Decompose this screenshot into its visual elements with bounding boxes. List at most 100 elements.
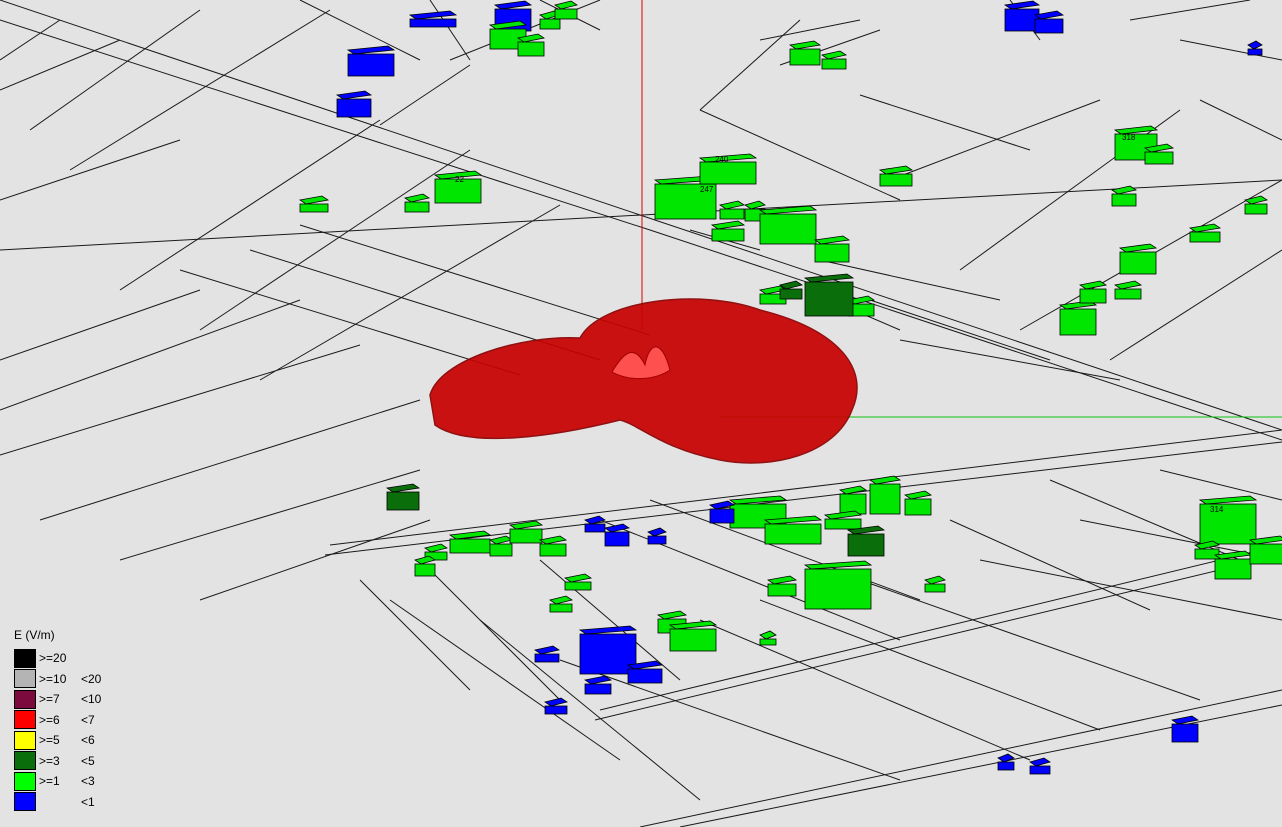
building-roof	[414, 555, 436, 565]
legend-lower-bound: >=3	[39, 753, 60, 768]
building-roof	[1110, 185, 1138, 195]
road-segment	[0, 19, 61, 61]
building-wall	[709, 508, 735, 524]
building	[448, 530, 492, 554]
building-wall	[1189, 231, 1221, 243]
building-roof	[1244, 195, 1268, 205]
building-wall	[534, 653, 560, 663]
building-roof	[1198, 495, 1258, 505]
legend-swatch	[14, 751, 36, 771]
road-segment	[39, 399, 421, 521]
building	[554, 0, 578, 20]
building-wall	[1004, 8, 1040, 32]
building-roof	[878, 165, 914, 175]
legend-row: >=10 <20	[14, 669, 121, 690]
building-roof	[1248, 535, 1282, 545]
legend-swatch	[14, 669, 36, 689]
building-roof	[298, 195, 330, 205]
building-wall	[449, 538, 491, 554]
road-segment	[0, 19, 651, 231]
building-roof	[544, 697, 568, 707]
building-roof	[1193, 540, 1221, 550]
road-segment	[389, 599, 621, 761]
building-roof	[1118, 243, 1158, 253]
building-roof	[820, 50, 848, 60]
road-segment	[0, 139, 181, 201]
building-wall	[847, 533, 885, 557]
building-roof	[1113, 280, 1143, 290]
legend-swatch	[14, 792, 36, 812]
building	[924, 575, 946, 593]
building	[653, 175, 718, 220]
building-roof	[538, 535, 568, 545]
building	[1244, 195, 1268, 215]
building-roof	[744, 200, 766, 210]
building-roof	[554, 0, 578, 10]
building	[718, 200, 746, 220]
building-roof	[516, 33, 546, 43]
building-roof	[1003, 0, 1041, 10]
building-roof	[766, 575, 798, 585]
road-segment	[559, 659, 901, 781]
building-wall	[1244, 203, 1268, 215]
building-wall	[779, 288, 803, 300]
building	[823, 510, 863, 530]
building	[578, 625, 638, 675]
road-segment	[759, 19, 861, 41]
building	[803, 273, 855, 317]
road-segment	[324, 441, 1282, 556]
building-wall	[409, 18, 457, 28]
road-segment	[1129, 0, 1251, 21]
building	[414, 555, 436, 577]
building	[1248, 535, 1282, 565]
building-wall	[1199, 503, 1257, 545]
building-wall	[719, 208, 745, 220]
road-segment	[699, 19, 801, 111]
building	[710, 220, 746, 242]
building-wall	[1029, 765, 1051, 775]
building-roof	[1078, 280, 1108, 290]
building-wall	[647, 535, 667, 545]
building-wall	[627, 668, 663, 684]
building	[533, 645, 561, 663]
legend-lower-bound: >=7	[39, 692, 60, 707]
road-segment	[649, 229, 1282, 441]
building	[820, 50, 848, 70]
field-radiation-pattern	[429, 298, 858, 464]
road-segment	[359, 579, 471, 691]
road-segment	[679, 704, 1282, 827]
building-wall	[579, 633, 637, 675]
legend-upper-bound: <20	[81, 671, 102, 686]
road-segment	[0, 0, 641, 216]
road-segment	[859, 579, 1201, 701]
building-wall	[824, 518, 862, 530]
building-wall	[434, 178, 482, 204]
building	[698, 153, 758, 185]
building	[838, 485, 868, 515]
road-segment	[0, 289, 201, 361]
building	[298, 195, 330, 213]
building-roof	[698, 153, 758, 163]
building-roof	[563, 573, 593, 583]
building-roof	[788, 40, 822, 50]
building	[1213, 550, 1253, 580]
building-label: 318	[1122, 133, 1136, 142]
building	[403, 193, 431, 213]
building-roof	[488, 20, 528, 30]
road-segment	[199, 149, 471, 331]
building-wall	[1114, 288, 1142, 300]
building	[549, 595, 573, 613]
building-roof	[1170, 715, 1200, 725]
building-wall	[879, 173, 913, 187]
building-roof	[668, 620, 718, 630]
building	[708, 500, 736, 524]
building	[1110, 185, 1138, 207]
legend-title: E (V/m)	[14, 628, 55, 642]
building-roof	[403, 193, 431, 203]
road-segment	[299, 0, 421, 61]
building	[433, 170, 483, 204]
building-roof	[647, 527, 667, 537]
building	[1118, 243, 1158, 275]
